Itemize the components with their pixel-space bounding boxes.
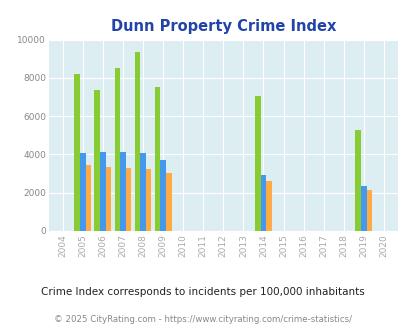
Bar: [105, 167, 111, 231]
Bar: [114, 68, 120, 231]
Bar: [166, 173, 171, 231]
Bar: [154, 87, 160, 231]
Bar: [140, 152, 145, 231]
Bar: [74, 74, 80, 231]
Bar: [145, 169, 151, 231]
Bar: [254, 96, 260, 231]
Bar: [266, 181, 271, 231]
Bar: [85, 165, 91, 231]
Bar: [126, 168, 131, 231]
Text: © 2025 CityRating.com - https://www.cityrating.com/crime-statistics/: © 2025 CityRating.com - https://www.city…: [54, 315, 351, 324]
Bar: [100, 151, 105, 231]
Bar: [94, 90, 100, 231]
Bar: [260, 176, 266, 231]
Text: Crime Index corresponds to incidents per 100,000 inhabitants: Crime Index corresponds to incidents per…: [41, 287, 364, 297]
Bar: [120, 151, 126, 231]
Title: Dunn Property Crime Index: Dunn Property Crime Index: [110, 19, 335, 34]
Bar: [134, 52, 140, 231]
Bar: [360, 186, 366, 231]
Bar: [354, 130, 360, 231]
Bar: [366, 190, 371, 231]
Bar: [80, 152, 85, 231]
Bar: [160, 160, 166, 231]
